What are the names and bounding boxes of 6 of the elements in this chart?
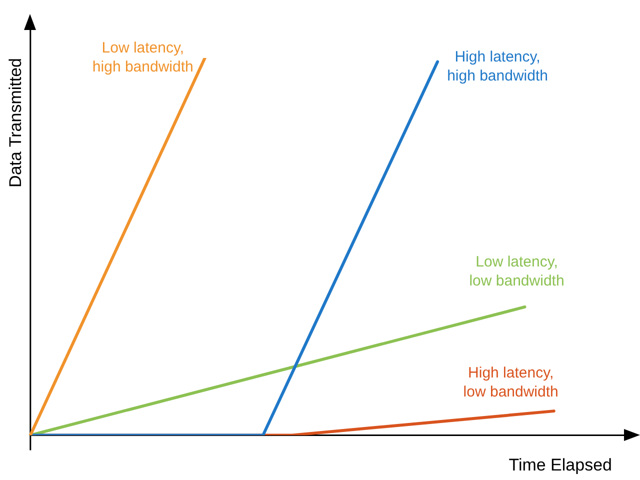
series-label: Low latency, high bandwidth (92, 40, 194, 76)
series-label: High latency, low bandwidth (463, 364, 558, 401)
x-axis-title: Time Elapsed (508, 455, 612, 474)
text: Low latency, low bandwidth (469, 254, 564, 290)
y-axis-title: Data Transmitted (6, 58, 25, 188)
series-label: High latency, high bandwidth (447, 48, 548, 84)
